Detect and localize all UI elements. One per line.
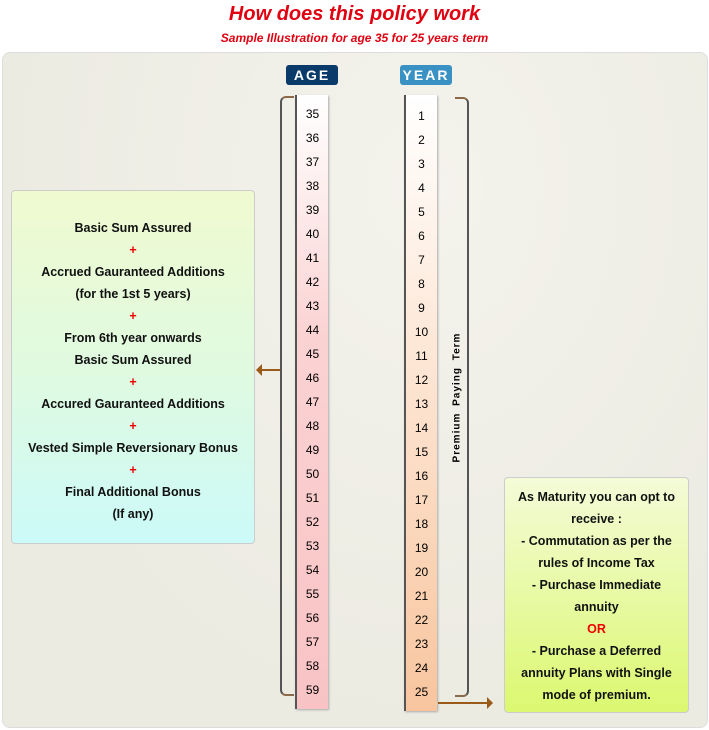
age-value: 46 [305, 371, 320, 385]
age-value: 51 [305, 491, 320, 505]
age-column: 35 36 37 38 39 40 41 42 43 44 45 46 47 48 49 50 51 52 53 54… [295, 95, 328, 709]
age-value: 47 [305, 395, 320, 409]
text-line: Accured Gauranteed Additions [41, 397, 225, 411]
text-line: - Purchase Immediate [531, 578, 662, 592]
text-line: (If any) [112, 507, 154, 521]
age-value: 45 [305, 347, 320, 361]
year-value: 15 [414, 445, 429, 459]
text-line: annuity [574, 600, 619, 614]
age-value: 35 [305, 107, 320, 121]
text-line: rules of Income Tax [538, 556, 655, 570]
text-line: As Maturity you can opt to [518, 490, 675, 504]
age-value: 54 [305, 563, 320, 577]
year-value: 12 [414, 373, 429, 387]
text-line: Basic Sum Assured [74, 353, 192, 367]
year-value: 23 [414, 637, 429, 651]
year-value: 3 [418, 157, 425, 171]
plus-sign: + [129, 309, 137, 323]
age-value: 59 [305, 683, 320, 697]
year-value: 13 [414, 397, 429, 411]
year-value: 1 [418, 109, 425, 123]
age-value: 53 [305, 539, 320, 553]
age-value: 39 [305, 203, 320, 217]
year-value: 21 [414, 589, 429, 603]
year-value: 16 [414, 469, 429, 483]
age-value: 36 [305, 131, 320, 145]
plus-sign: + [129, 463, 137, 477]
year-value: 8 [418, 277, 425, 291]
plus-sign: + [129, 375, 137, 389]
benefit-box: Basic Sum Assured + Accrued Gauranteed Add… [11, 190, 255, 544]
age-value: 56 [305, 611, 320, 625]
age-value: 49 [305, 443, 320, 457]
plus-sign: + [129, 243, 137, 257]
text-line: - Commutation as per the [521, 534, 672, 548]
age-value: 55 [305, 587, 320, 601]
text-line: Vested Simple Reversionary Bonus [28, 441, 238, 455]
year-value: 24 [414, 661, 429, 675]
plus-sign: + [129, 419, 137, 433]
year-value: 10 [414, 325, 429, 339]
age-bracket [280, 96, 294, 696]
page-subtitle: Sample Illustration for age 35 for 25 ye… [220, 31, 489, 45]
age-value: 43 [305, 299, 320, 313]
year-value: 5 [418, 205, 425, 219]
age-value: 57 [305, 635, 320, 649]
age-value: 44 [305, 323, 320, 337]
year-badge: YEAR [400, 65, 452, 85]
year-value: 14 [414, 421, 429, 435]
arrow-right-icon [438, 697, 493, 709]
text-line: receive : [571, 512, 622, 526]
age-value: 38 [305, 179, 320, 193]
age-value: 58 [305, 659, 320, 673]
year-value: 18 [414, 517, 429, 531]
text-line: Final Additional Bonus [65, 485, 201, 499]
year-value: 25 [414, 685, 429, 699]
age-value: 48 [305, 419, 320, 433]
age-value: 40 [305, 227, 320, 241]
year-value: 7 [418, 253, 425, 267]
age-value: 41 [305, 251, 320, 265]
year-value: 17 [414, 493, 429, 507]
page-title: How does this policy work [228, 3, 481, 25]
text-line: (for the 1st 5 years) [75, 287, 191, 301]
maturity-options-box: As Maturity you can opt to receive : - Com… [504, 477, 689, 713]
year-value: 11 [415, 349, 428, 363]
year-value: 4 [418, 181, 425, 195]
year-value: 22 [414, 613, 429, 627]
age-value: 50 [305, 467, 320, 481]
text-line: - Purchase a Deferred [531, 644, 662, 658]
text-line: Basic Sum Assured [74, 221, 192, 235]
year-value: 19 [414, 541, 429, 555]
age-value: 37 [305, 155, 320, 169]
age-value: 52 [305, 515, 320, 529]
text-line: annuity Plans with Single [521, 666, 672, 680]
year-value: 20 [414, 565, 429, 579]
age-badge: AGE [286, 65, 338, 85]
premium-paying-term-label: Premium Paying Term [451, 332, 463, 463]
text-line: Accrued Gauranteed Additions [41, 265, 225, 279]
year-value: 6 [418, 229, 425, 243]
text-line: From 6th year onwards [64, 331, 202, 345]
year-value: 9 [418, 301, 425, 315]
text-line: mode of premium. [542, 688, 651, 702]
year-column: 1 2 3 4 5 6 7 8 9 10 11 12 13 14 15 16 17 18 19 20 21 22 23 24 2… [404, 95, 437, 711]
arrow-left-icon [256, 364, 280, 376]
term-bracket [455, 97, 469, 697]
age-value: 42 [305, 275, 320, 289]
year-value: 2 [418, 133, 425, 147]
text-line: OR [587, 622, 606, 636]
